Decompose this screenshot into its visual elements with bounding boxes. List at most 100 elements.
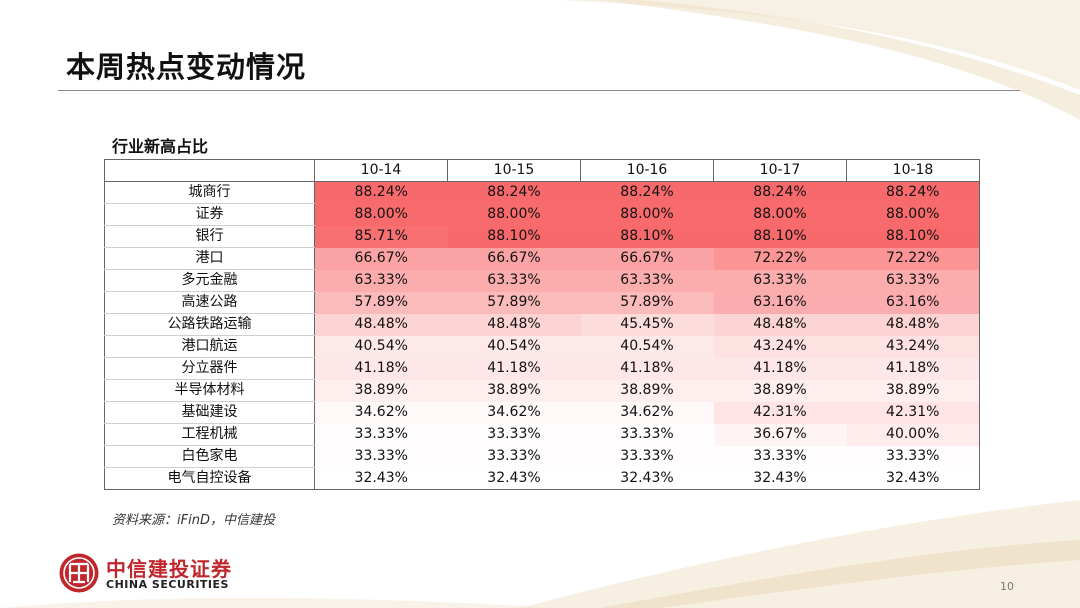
table-row: 城商行 88.24% 88.24% 88.24% 88.24% 88.24%	[104, 181, 980, 204]
table-caption: 行业新高占比	[112, 137, 209, 156]
table-cell: 88.10%	[713, 225, 847, 248]
table-cell: 34.62%	[447, 401, 581, 424]
row-label: 白色家电	[104, 445, 315, 468]
table-cell: 88.24%	[580, 181, 714, 204]
company-logo: 中信建投证券 CHINA SECURITIES	[58, 552, 248, 596]
table-cell: 41.18%	[314, 357, 448, 380]
table-cell: 38.89%	[846, 379, 980, 402]
table-cell: 33.33%	[314, 445, 448, 468]
table-cell: 33.33%	[580, 423, 714, 446]
table-row: 银行 85.71% 88.10% 88.10% 88.10% 88.10%	[104, 225, 980, 248]
table-cell: 88.00%	[447, 203, 581, 226]
table-cell: 63.16%	[713, 291, 847, 314]
table-cell: 88.24%	[846, 181, 980, 204]
table-row: 多元金融 63.33% 63.33% 63.33% 63.33% 63.33%	[104, 269, 980, 292]
table-cell: 42.31%	[846, 401, 980, 424]
heatmap-table: 10-14 10-15 10-16 10-17 10-18 城商行 88.24% 8…	[104, 159, 980, 490]
column-header: 10-14	[314, 159, 448, 182]
table-row: 证券 88.00% 88.00% 88.00% 88.00% 88.00%	[104, 203, 980, 226]
table-cell: 42.31%	[713, 401, 847, 424]
table-row: 港口航运 40.54% 40.54% 40.54% 43.24% 43.24%	[104, 335, 980, 358]
table-cell: 36.67%	[713, 423, 847, 446]
row-label: 工程机械	[104, 423, 315, 446]
table-cell: 32.43%	[447, 467, 581, 490]
table-cell: 88.10%	[846, 225, 980, 248]
table-cell: 57.89%	[314, 291, 448, 314]
page-title: 本周热点变动情况	[66, 50, 307, 84]
row-label: 公路铁路运输	[104, 313, 315, 336]
table-cell: 32.43%	[713, 467, 847, 490]
row-label: 半导体材料	[104, 379, 315, 402]
row-label: 港口	[104, 247, 315, 270]
table-cell: 88.00%	[713, 203, 847, 226]
table-cell: 40.54%	[447, 335, 581, 358]
page-number: 10	[1000, 580, 1014, 593]
table-cell: 41.18%	[713, 357, 847, 380]
table-cell: 45.45%	[580, 313, 714, 336]
table-cell: 63.33%	[846, 269, 980, 292]
table-cell: 85.71%	[314, 225, 448, 248]
table-cell: 40.54%	[314, 335, 448, 358]
table-cell: 72.22%	[713, 247, 847, 270]
table-cell: 88.10%	[447, 225, 581, 248]
header-corner	[104, 159, 315, 182]
table-cell: 88.24%	[447, 181, 581, 204]
table-cell: 32.43%	[846, 467, 980, 490]
table-cell: 88.00%	[314, 203, 448, 226]
table-cell: 38.89%	[447, 379, 581, 402]
table-row: 工程机械 33.33% 33.33% 33.33% 36.67% 40.00%	[104, 423, 980, 446]
table-cell: 48.48%	[314, 313, 448, 336]
table-cell: 88.24%	[314, 181, 448, 204]
table-cell: 88.24%	[713, 181, 847, 204]
row-label: 城商行	[104, 181, 315, 204]
column-header: 10-15	[447, 159, 581, 182]
row-label: 证券	[104, 203, 315, 226]
table-cell: 41.18%	[846, 357, 980, 380]
table-cell: 48.48%	[447, 313, 581, 336]
table-cell: 32.43%	[314, 467, 448, 490]
table-cell: 41.18%	[447, 357, 581, 380]
table-row: 电气自控设备 32.43% 32.43% 32.43% 32.43% 32.43%	[104, 467, 980, 490]
table-cell: 33.33%	[447, 423, 581, 446]
table-cell: 57.89%	[447, 291, 581, 314]
table-cell: 33.33%	[447, 445, 581, 468]
table-cell: 57.89%	[580, 291, 714, 314]
table-cell: 66.67%	[447, 247, 581, 270]
column-header: 10-16	[580, 159, 714, 182]
table-row: 港口 66.67% 66.67% 66.67% 72.22% 72.22%	[104, 247, 980, 270]
table-cell: 40.00%	[846, 423, 980, 446]
table-row: 白色家电 33.33% 33.33% 33.33% 33.33% 33.33%	[104, 445, 980, 468]
table-cell: 63.33%	[314, 269, 448, 292]
table-cell: 38.89%	[314, 379, 448, 402]
table-row: 基础建设 34.62% 34.62% 34.62% 42.31% 42.31%	[104, 401, 980, 424]
table-cell: 33.33%	[713, 445, 847, 468]
table-cell: 88.10%	[580, 225, 714, 248]
table-cell: 63.33%	[713, 269, 847, 292]
table-cell: 38.89%	[580, 379, 714, 402]
column-header: 10-17	[713, 159, 847, 182]
row-label: 多元金融	[104, 269, 315, 292]
table-cell: 48.48%	[713, 313, 847, 336]
title-divider	[58, 90, 1020, 91]
table-header-row: 10-14 10-15 10-16 10-17 10-18	[104, 159, 980, 182]
logo-name-cn: 中信建投证券	[106, 557, 232, 581]
row-label: 高速公路	[104, 291, 315, 314]
table-cell: 38.89%	[713, 379, 847, 402]
table-cell: 66.67%	[314, 247, 448, 270]
source-note: 资料来源：iFinD，中信建投	[112, 513, 275, 528]
table-cell: 43.24%	[846, 335, 980, 358]
table-cell: 32.43%	[580, 467, 714, 490]
row-label: 分立器件	[104, 357, 315, 380]
row-label: 电气自控设备	[104, 467, 315, 490]
table-cell: 34.62%	[580, 401, 714, 424]
table-cell: 63.33%	[580, 269, 714, 292]
table-cell: 66.67%	[580, 247, 714, 270]
table-cell: 40.54%	[580, 335, 714, 358]
table-row: 半导体材料 38.89% 38.89% 38.89% 38.89% 38.89%	[104, 379, 980, 402]
table-cell: 63.16%	[846, 291, 980, 314]
table-cell: 43.24%	[713, 335, 847, 358]
table-cell: 88.00%	[580, 203, 714, 226]
row-label: 基础建设	[104, 401, 315, 424]
table-cell: 33.33%	[846, 445, 980, 468]
